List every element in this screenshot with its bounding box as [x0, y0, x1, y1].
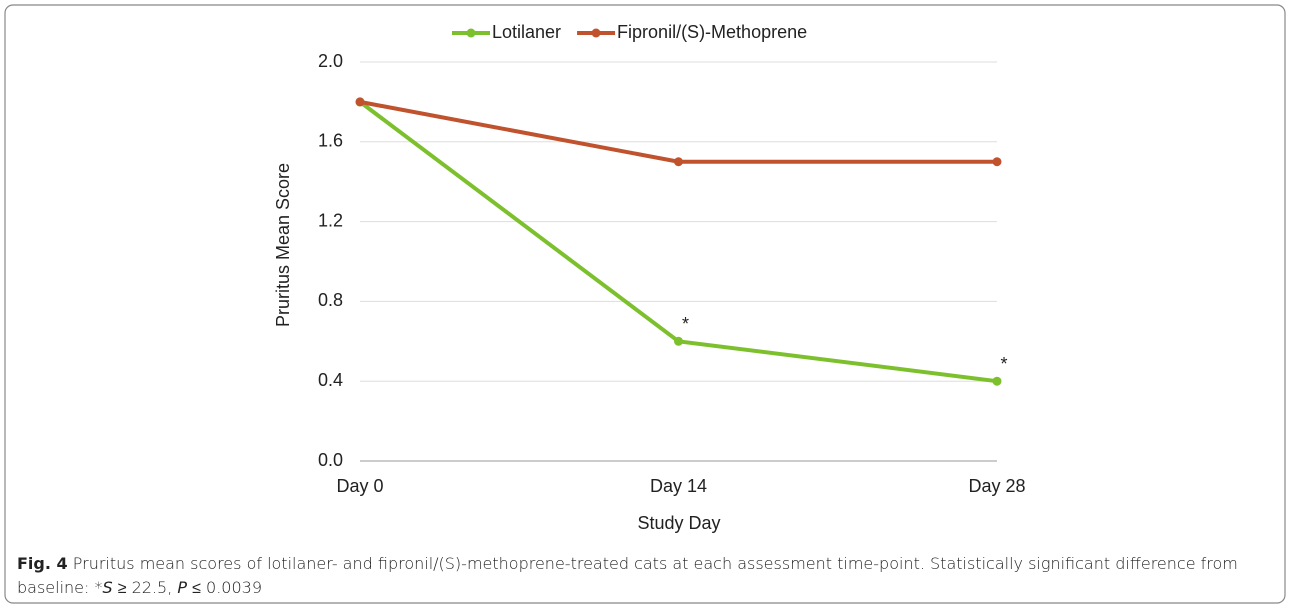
- y-tick-label: 1.2: [318, 210, 343, 230]
- caption-text: S: [102, 578, 113, 597]
- x-tick-label: Day 0: [336, 476, 383, 496]
- caption-text: P: [177, 578, 188, 597]
- point: [992, 376, 1002, 386]
- y-axis-label: Pruritus Mean Score: [273, 163, 293, 327]
- annotation: *: [682, 314, 689, 334]
- annotation: *: [1000, 354, 1007, 374]
- point: [355, 97, 365, 107]
- y-tick-label: 2.0: [318, 51, 343, 71]
- point: [992, 157, 1002, 167]
- caption-text: ≤ 0.0039: [187, 578, 262, 597]
- y-tick-label: 0.4: [318, 370, 343, 390]
- caption-text: Pruritus mean scores of lotilaner- and f…: [17, 554, 1238, 597]
- legend-label: Fipronil/(S)-Methoprene: [617, 22, 807, 42]
- x-tick-label: Day 14: [650, 476, 707, 496]
- point: [674, 336, 683, 346]
- y-tick-label: 0.0: [318, 450, 343, 470]
- x-axis-label: Study Day: [637, 513, 720, 533]
- caption-label: Fig. 4: [17, 554, 68, 573]
- legend-label: Lotilaner: [492, 22, 561, 42]
- y-tick-label: 0.8: [318, 290, 343, 310]
- legend-marker: [591, 28, 601, 38]
- caption-text: ≥ 22.5,: [112, 578, 178, 597]
- x-tick-label: Day 28: [968, 476, 1025, 496]
- y-tick-label: 1.6: [318, 131, 343, 151]
- legend-marker: [466, 28, 476, 38]
- caption: Fig. 4 Pruritus mean scores of lotilaner…: [17, 552, 1267, 600]
- frame: [4, 4, 1286, 604]
- point: [674, 157, 683, 167]
- series-line: [359, 99, 997, 164]
